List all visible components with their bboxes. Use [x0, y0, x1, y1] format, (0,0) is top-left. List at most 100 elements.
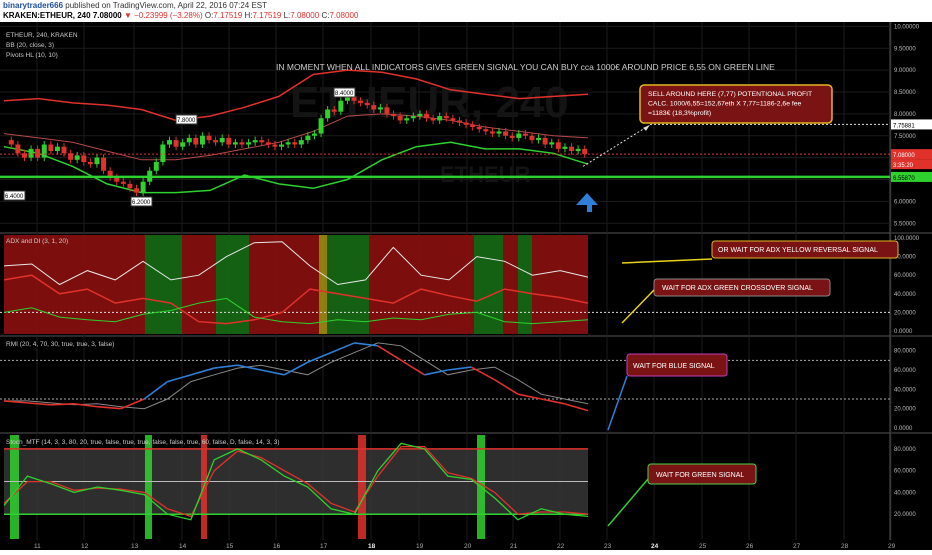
- low-value: 7.08000: [290, 11, 320, 20]
- low-label: L:: [283, 11, 291, 20]
- sell-note-line: CALC. 1000/6,55=152,67eth X 7,77=1186-2,…: [648, 101, 802, 108]
- pivot-label-bg: [333, 87, 356, 98]
- candle-body: [404, 118, 410, 121]
- candle-body: [397, 116, 403, 121]
- candle-body: [81, 155, 87, 162]
- author-link[interactable]: binarytrader666: [3, 1, 64, 10]
- rmi-segment: [517, 393, 542, 400]
- adx-legend: ADX and DI (3, 1, 20): [6, 238, 68, 245]
- rmi-segment: [283, 361, 309, 376]
- adx-bg-band: [216, 235, 249, 334]
- x-tick-label: 29: [888, 543, 896, 550]
- bb-lower-line: [3, 141, 589, 194]
- rmi-segment: [494, 378, 519, 395]
- candle-body: [61, 146, 67, 154]
- candle-body: [15, 144, 21, 154]
- rmi-segment: [97, 405, 121, 410]
- last-price-tag: 7.08000: [893, 153, 915, 159]
- candle-body: [166, 140, 172, 145]
- candle-body: [483, 129, 489, 132]
- price-tick-label: 9.00000: [894, 68, 916, 74]
- chart-area[interactable]: 11 12 13 14 15 16 17 18 19 20 21 22 23 24 25 26 27 28 29 10…: [0, 22, 932, 550]
- bb-middle-line: [3, 113, 589, 161]
- stoch-d-line: [3, 446, 589, 518]
- price-tick-label: 8.50000: [894, 90, 916, 96]
- adx-bg-band: [474, 235, 503, 334]
- candle-body: [417, 113, 423, 117]
- chart-svg[interactable]: 11 12 13 14 15 16 17 18 19 20 21 22 23 24 25 26 27 28 29 10…: [0, 22, 932, 550]
- candle-body: [239, 142, 245, 145]
- x-tick-label: 28: [841, 543, 849, 550]
- rmi-tick-label: 20.0000: [894, 407, 916, 413]
- candle-body: [470, 124, 476, 127]
- x-tick-label: 13: [131, 543, 139, 550]
- price-tick-label: 7.50000: [894, 134, 916, 140]
- stoch-tick-label: 80.0000: [894, 447, 916, 453]
- price-tick-label: 10.00000: [894, 24, 920, 30]
- rmi-segment: [470, 366, 495, 381]
- adx-bg-band: [145, 235, 182, 334]
- x-tick-label: 25: [699, 543, 707, 550]
- candle-body: [259, 140, 265, 143]
- x-tick-label: 12: [81, 543, 89, 550]
- rmi-segment: [3, 400, 28, 404]
- rmi-segment: [354, 342, 378, 347]
- adx-tick-label: 100.0000: [894, 236, 920, 242]
- rmi-legend: RMI (20, 4, 70, 30, true, true, 3, false…: [6, 341, 114, 348]
- adx-bg-band: [532, 235, 588, 334]
- candle-body: [391, 113, 397, 117]
- rmi-tick-label: 40.0000: [894, 387, 916, 393]
- candle-body: [206, 135, 212, 141]
- pivot-label: 6.4000: [5, 194, 24, 200]
- adx-series-DI+: [3, 297, 589, 325]
- candle-body: [180, 142, 186, 147]
- adx-note1-pointer: [621, 258, 713, 264]
- rmi-segment: [143, 380, 168, 400]
- candle-body: [456, 120, 462, 123]
- candle-body: [424, 113, 430, 119]
- candle-body: [35, 148, 41, 158]
- close-value: 7.08000: [329, 11, 359, 20]
- candle-body: [114, 177, 120, 182]
- candle-body: [450, 118, 456, 121]
- x-tick-label: 18: [368, 543, 376, 550]
- price-tick-label: 8.00000: [894, 112, 916, 118]
- candle-body: [351, 96, 357, 101]
- price-tick-label: 6.00000: [894, 199, 916, 205]
- candle-body: [87, 162, 93, 165]
- main-legend-item: ETHEUR, 240, KRAKEN: [6, 32, 78, 39]
- rmi-segment: [190, 367, 215, 376]
- pivot-label-bg: [3, 190, 26, 201]
- candle-body: [298, 140, 304, 145]
- adx-note1: OR WAIT FOR ADX YELLOW REVERSAL SIGNAL: [718, 247, 878, 254]
- symbol-label: KRAKEN:ETHEUR, 240: [3, 11, 91, 20]
- ohlc-line: KRAKEN:ETHEUR, 240 7.08000 ▼ −0.23999 (−…: [3, 11, 358, 20]
- rmi-segment: [214, 364, 238, 369]
- x-tick-label: 15: [226, 543, 234, 550]
- candle-body: [476, 127, 482, 130]
- candle-body: [127, 183, 133, 189]
- rmi-tick-label: 60.0000: [894, 368, 916, 374]
- rmi-segment: [447, 366, 472, 371]
- candle-body: [377, 107, 383, 110]
- candle-body: [522, 133, 528, 136]
- rmi-segment: [424, 369, 449, 376]
- adx-note2-pointer: [621, 289, 655, 324]
- target-price-tag-bg: [891, 119, 932, 130]
- candle-body: [463, 122, 469, 125]
- last-price: 7.08000: [92, 11, 122, 20]
- stoch-tick-label: 60.0000: [894, 469, 916, 475]
- candle-body: [252, 140, 258, 143]
- candle-body: [54, 146, 60, 152]
- pivot-label-bg: [130, 196, 153, 207]
- stoch-note-box: [647, 463, 757, 485]
- candle-body: [536, 137, 542, 141]
- price-change: ▼ −0.23999 (−3.28%): [123, 11, 203, 20]
- candle-body: [384, 107, 390, 114]
- candle-body: [575, 148, 581, 152]
- sell-note-box: [639, 84, 833, 124]
- candle-body: [48, 144, 54, 152]
- candle-body: [94, 157, 100, 165]
- main-legend-item: Pivots HL (10, 10): [6, 52, 58, 59]
- adx-series-DI-: [3, 274, 589, 325]
